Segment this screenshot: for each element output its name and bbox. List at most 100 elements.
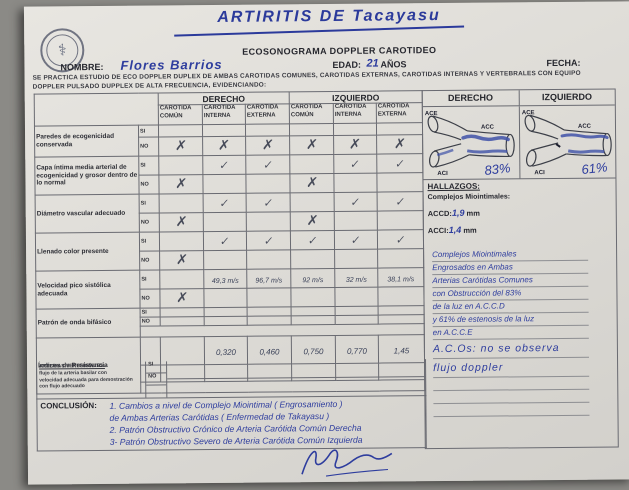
- exam-mark-cell: [334, 287, 379, 307]
- carotid-bifurcation-drawing: ACE ACC ACI: [425, 111, 515, 177]
- exam-table-body: Paredes de ecogenicidad conservada SI NO ✗ ✗…: [34, 122, 425, 395]
- acc-label: ACC: [481, 125, 495, 131]
- exam-mark-cell: ✗: [159, 212, 204, 232]
- exam-mark-cell: [335, 306, 379, 316]
- exam-mark-cell: 38,1 m/s: [377, 267, 424, 288]
- handwritten-value: 49,3 m/s: [211, 277, 239, 286]
- vertebral-section: ARTERIAS VERTEBRALES: flujo de la arteri…: [36, 359, 427, 400]
- exam-mark-cell: ✗: [289, 135, 334, 155]
- hallazgos-block: HALLAZGOS: Complejos Miointimales: ACCD:…: [423, 178, 615, 237]
- exam-mark-cell: [247, 315, 292, 326]
- exam-mark-cell: [159, 269, 204, 289]
- x-mark: ✗: [174, 174, 188, 192]
- exam-mark-cell: ✓: [334, 192, 378, 212]
- accd-unit: mm: [466, 208, 480, 218]
- handwritten-value: 92 m/s: [302, 277, 324, 285]
- check-mark: ✓: [219, 235, 231, 249]
- exam-mark-cell: [290, 287, 336, 307]
- exam-row-label: Diámetro vascular adecuado: [35, 194, 140, 234]
- x-mark: ✗: [174, 212, 188, 230]
- si-cell: SI: [139, 269, 160, 290]
- exam-mark-cell: ✗: [159, 250, 204, 270]
- aci-label: ACI: [534, 170, 545, 176]
- exam-mark-cell: [291, 306, 336, 316]
- finding-line: flujo doppler: [433, 357, 590, 379]
- handwritten-value: 32 m/s: [345, 276, 367, 284]
- check-mark: ✓: [219, 197, 231, 211]
- check-mark: ✓: [350, 196, 362, 210]
- exam-table: DERECHO IZQUIERDO CARÓTIDA COMÚN CARÓTID…: [34, 90, 426, 395]
- exam-mark-cell: [334, 249, 378, 269]
- no-cell: NO: [140, 316, 161, 327]
- exam-mark-cell: [202, 124, 246, 137]
- check-mark: ✓: [394, 196, 406, 209]
- check-mark: ✓: [349, 158, 361, 172]
- exam-mark-cell: [291, 315, 336, 325]
- exam-mark-cell: [376, 172, 424, 193]
- exam-mark-cell: [204, 307, 248, 317]
- check-mark: ✓: [307, 234, 319, 248]
- handwritten-value: 0,770: [346, 346, 367, 356]
- signature: [296, 441, 406, 487]
- exam-row-label: Paredes de ecogenicidad conservada: [34, 125, 139, 158]
- vessel-header: CARÓTIDA COMÚN: [289, 103, 334, 124]
- exam-mark-cell: [290, 249, 335, 269]
- empty-ruled-line: [433, 402, 590, 418]
- si-cell: SI: [140, 307, 161, 318]
- form-paper: ARTIRITIS DE Tacayasu ⚕ ECOSONOGRAMA DOP…: [23, 1, 629, 487]
- exam-mark-cell: [158, 155, 203, 175]
- exam-mark-cell: [377, 248, 424, 269]
- exam-mark-cell: [160, 316, 205, 326]
- vertebral-label-line: con flujo adecuado: [39, 383, 85, 390]
- si-cell: SI: [138, 124, 159, 138]
- exam-mark-cell: [333, 123, 377, 136]
- exam-mark-cell: [245, 173, 291, 194]
- finding-line: A.C.Os: no se observa: [432, 338, 590, 360]
- conclusion-label: CONCLUSIÓN:: [40, 401, 97, 411]
- carotid-diagram-derecho: ACE ACC ACI 83%: [422, 106, 520, 180]
- exam-mark-cell: [246, 249, 291, 270]
- no-cell: NO: [138, 174, 160, 195]
- exam-mark-cell: ✓: [377, 191, 424, 212]
- exam-mark-cell: 96,7 m/s: [246, 268, 291, 289]
- x-mark: ✗: [305, 173, 319, 191]
- acc-label: ACC: [577, 124, 591, 130]
- exam-mark-cell: 49,3 m/s: [203, 269, 247, 289]
- no-cell: NO: [139, 288, 161, 309]
- vertebral-label: ARTERIAS VERTEBRALES: flujo de la arteri…: [37, 361, 147, 399]
- no-cell: NO: [139, 212, 160, 233]
- exam-row-label: Velocidad pico sistólica adecuada: [35, 270, 141, 310]
- exam-mark-cell: ✓: [246, 192, 291, 213]
- panel-header-izquierdo: IZQUIERDO: [541, 91, 593, 103]
- handwritten-title: ARTIRITIS DE Tacayasu: [217, 7, 441, 26]
- handwritten-value: 0,320: [215, 347, 237, 357]
- exam-mark-cell: [159, 231, 204, 251]
- acci-value: 1,4: [448, 224, 462, 235]
- exam-mark-cell: ✓: [245, 154, 290, 175]
- check-mark: ✓: [262, 159, 274, 172]
- exam-mark-cell: [203, 288, 248, 308]
- exam-mark-cell: ✗: [245, 135, 290, 156]
- nombre-label: NOMBRE:: [60, 61, 104, 73]
- exam-mark-cell: [335, 315, 379, 325]
- exam-mark-cell: ✗: [202, 136, 246, 156]
- exam-mark-cell: [378, 305, 425, 316]
- check-mark: ✓: [395, 234, 407, 247]
- findings-panel: DERECHO IZQUIERDO ACE: [421, 88, 619, 450]
- x-mark: ✗: [174, 136, 187, 154]
- x-mark: ✗: [175, 250, 188, 268]
- exam-mark-cell: ✓: [203, 193, 247, 213]
- handwritten-value: 0,750: [303, 346, 324, 356]
- accd-label: ACCD:: [427, 208, 452, 219]
- exam-mark-cell: 92 m/s: [290, 268, 335, 288]
- exam-mark-cell: ✗: [158, 136, 203, 156]
- check-mark: ✓: [262, 197, 274, 210]
- vessel-header: CARÓTIDA EXTERNA: [376, 102, 423, 124]
- acci-line: ACCI:1,4 mm: [428, 224, 612, 235]
- nombre-value: Flores Barrios: [120, 56, 223, 73]
- exam-mark-cell: ✗: [290, 211, 335, 231]
- exam-mark-cell: [245, 123, 290, 137]
- handwritten-value: 0,460: [259, 346, 280, 357]
- si-cell: SI: [138, 155, 159, 176]
- exam-mark-cell: ✓: [246, 230, 291, 251]
